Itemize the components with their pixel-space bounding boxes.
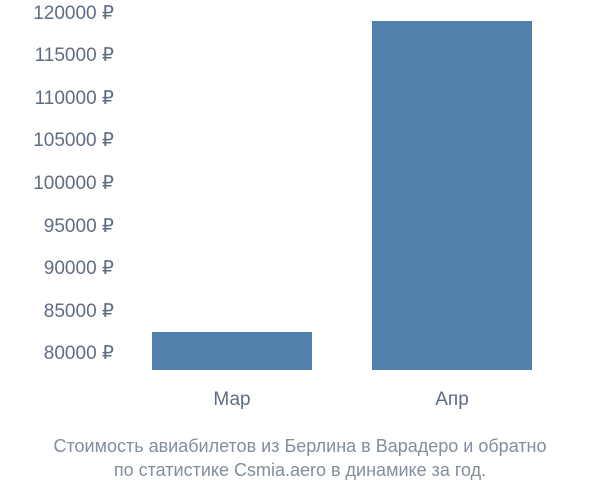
- caption-line: Стоимость авиабилетов из Берлина в Варад…: [0, 436, 600, 457]
- y-tick-label: 90000 ₽: [44, 257, 114, 280]
- y-tick-label: 120000 ₽: [33, 2, 114, 25]
- price-bar-chart: 80000 ₽ 85000 ₽ 90000 ₽ 95000 ₽ 100000 ₽ 1050…: [0, 0, 600, 500]
- y-tick-label: 95000 ₽: [44, 215, 114, 238]
- y-tick-label: 115000 ₽: [35, 44, 114, 67]
- y-tick-label: 85000 ₽: [44, 300, 114, 323]
- x-label-Апр: Апр: [435, 389, 469, 411]
- y-tick-label: 80000 ₽: [44, 342, 114, 365]
- y-tick-label: 100000 ₽: [33, 172, 114, 195]
- y-tick-label: 110000 ₽: [35, 87, 114, 110]
- y-tick-label: 105000 ₽: [33, 129, 114, 152]
- x-label-Мар: Мар: [213, 389, 250, 411]
- caption-line: по статистике Csmia.aero в динамике за г…: [0, 460, 600, 481]
- bar-Мар: [152, 332, 312, 370]
- bar-Апр: [372, 21, 532, 370]
